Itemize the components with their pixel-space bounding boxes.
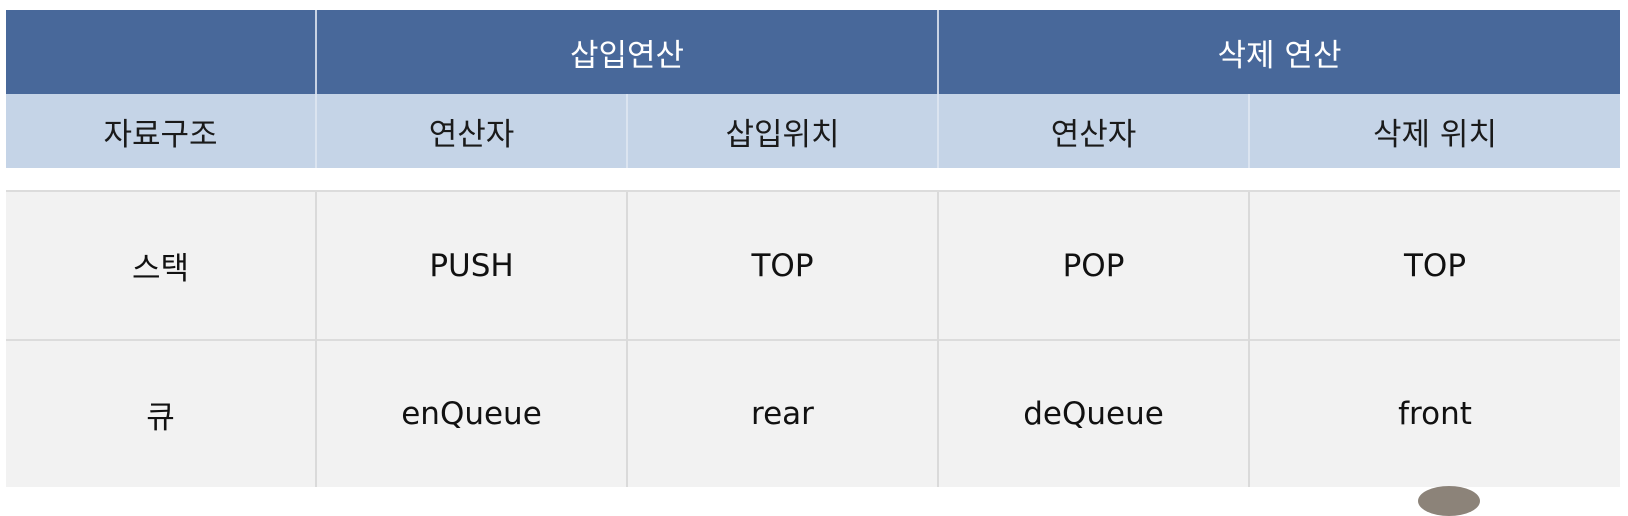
slide-canvas: 삽입연산 삭제 연산 자료구조 연산자 삽입위치 연산자 삭제 위치 스택 PU… bbox=[6, 10, 1620, 516]
cell-insert-operator: PUSH bbox=[315, 190, 627, 340]
cell-delete-position: TOP bbox=[1248, 190, 1620, 340]
presenter-video-edge bbox=[1418, 486, 1480, 516]
cell-structure-name: 스택 bbox=[6, 190, 316, 340]
cell-delete-operator: POP bbox=[937, 190, 1249, 340]
sub-header-delete-operator: 연산자 bbox=[937, 94, 1249, 168]
table-row-stack: 스택 PUSH TOP POP TOP bbox=[6, 190, 1620, 340]
cell-insert-position: TOP bbox=[626, 190, 938, 340]
group-header-empty bbox=[6, 10, 316, 94]
sub-header-insert-operator: 연산자 bbox=[315, 94, 627, 168]
spacer-cell bbox=[6, 168, 1620, 191]
spacer-row bbox=[6, 168, 1620, 191]
cell-insert-position: rear bbox=[626, 339, 938, 487]
sub-header-row: 자료구조 연산자 삽입위치 연산자 삭제 위치 bbox=[6, 94, 1620, 168]
cell-delete-operator: deQueue bbox=[937, 339, 1249, 487]
cell-structure-name: 큐 bbox=[6, 339, 316, 487]
group-header-delete: 삭제 연산 bbox=[937, 10, 1620, 94]
table-row-queue: 큐 enQueue rear deQueue front bbox=[6, 339, 1620, 487]
group-header-insert: 삽입연산 bbox=[315, 10, 938, 94]
cell-delete-position: front bbox=[1248, 339, 1620, 487]
sub-header-delete-position: 삭제 위치 bbox=[1248, 94, 1620, 168]
sub-header-insert-position: 삽입위치 bbox=[626, 94, 938, 168]
sub-header-data-structure: 자료구조 bbox=[6, 94, 316, 168]
data-structure-comparison-table: 삽입연산 삭제 연산 자료구조 연산자 삽입위치 연산자 삭제 위치 스택 PU… bbox=[6, 10, 1620, 487]
group-header-row: 삽입연산 삭제 연산 bbox=[6, 10, 1620, 94]
cell-insert-operator: enQueue bbox=[315, 339, 627, 487]
